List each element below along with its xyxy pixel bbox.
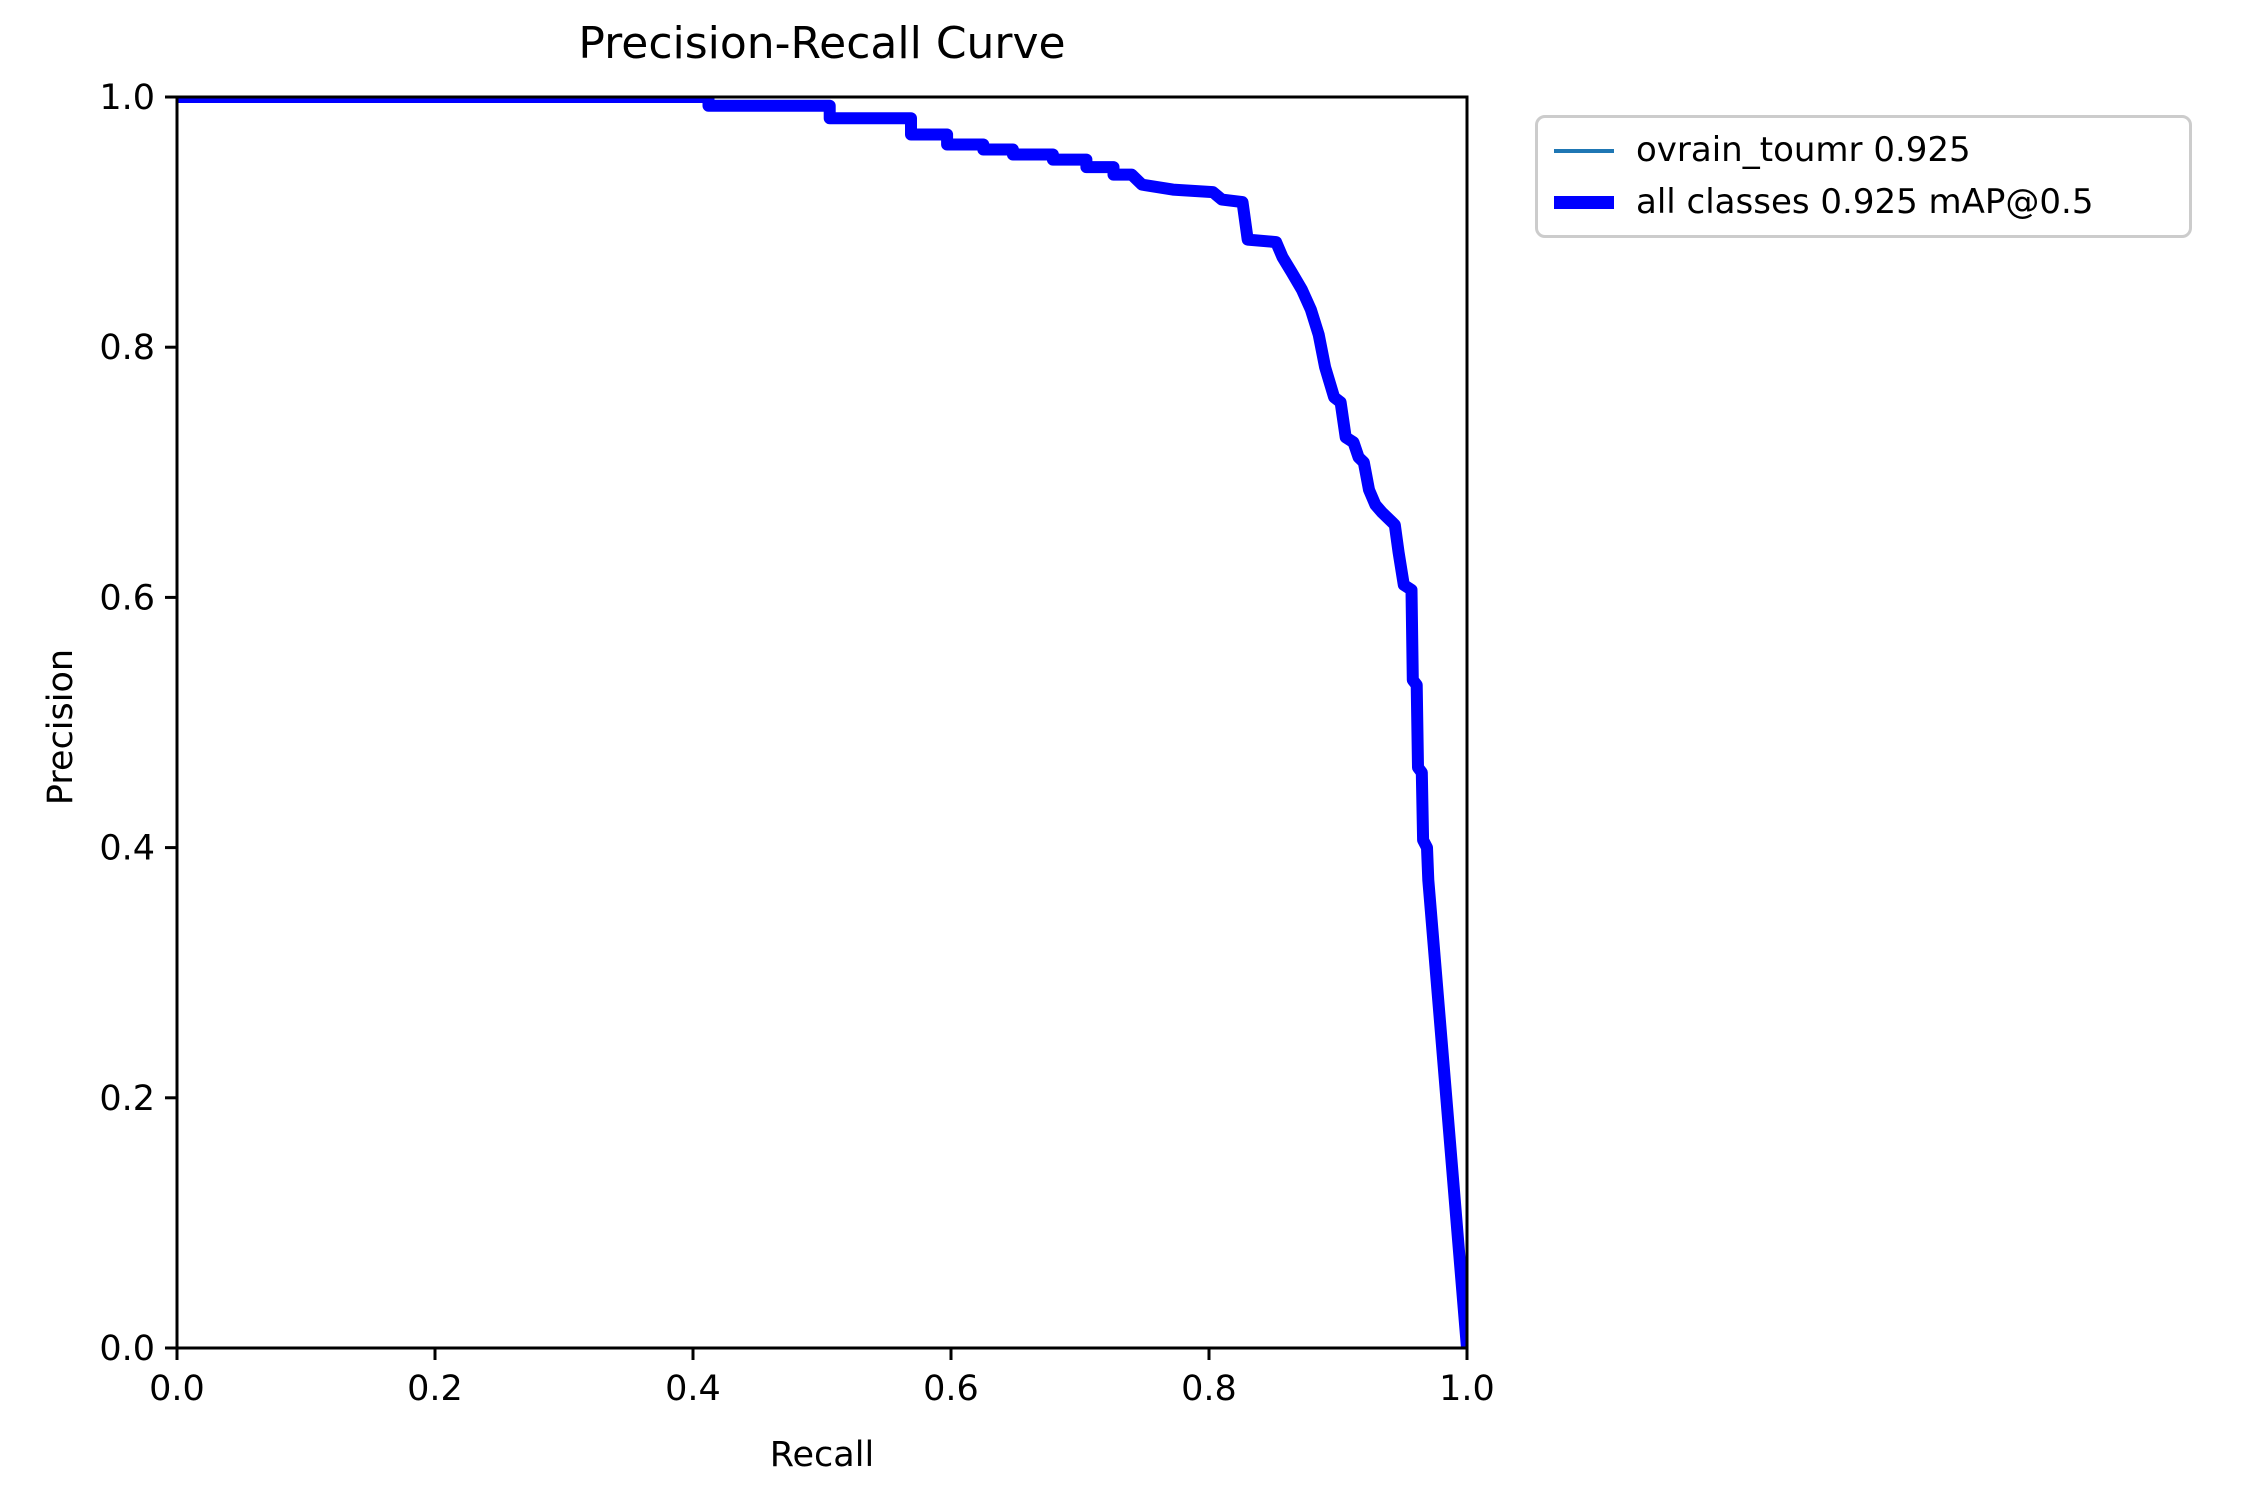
pr-curve-all-classes-line (177, 97, 1467, 1348)
tick-label: 1.0 (99, 78, 155, 118)
axis-ticks: 0.0 0.2 0.4 0.6 0.8 1.0 0.0 0.2 0.4 0.6 0.8 1.0 (99, 78, 1495, 1409)
plot-border (175, 95, 1469, 1350)
tick-label: 1.0 (1439, 1369, 1495, 1409)
legend-label-all-classes: all classes 0.925 mAP@0.5 (1636, 181, 2094, 222)
x-axis-label: Recall (770, 1435, 874, 1475)
tick-label: 0.0 (149, 1369, 205, 1409)
tick-label: 0.4 (99, 829, 155, 869)
tick-label: 0.8 (99, 328, 155, 368)
tick-label: 0.2 (99, 1079, 155, 1119)
legend-line-thick-icon (1554, 195, 1614, 209)
tick-label: 0.6 (923, 1369, 979, 1409)
legend-label-class: ovrain_toumr 0.925 (1636, 130, 1971, 171)
tick-label: 0.4 (665, 1369, 721, 1409)
y-axis-label: Precision (41, 649, 81, 805)
tick-label: 0.2 (407, 1369, 463, 1409)
legend-item-class: ovrain_toumr 0.925 (1554, 130, 2189, 171)
chart-title: Precision-Recall Curve (578, 18, 1065, 69)
legend-line-thin-icon (1554, 148, 1614, 153)
legend-item-all-classes: all classes 0.925 mAP@0.5 (1554, 181, 2189, 222)
pr-curve-class-line (177, 97, 1467, 1348)
tick-label: 0.6 (99, 578, 155, 618)
tick-label: 0.0 (99, 1329, 155, 1369)
legend-box: ovrain_toumr 0.925 all classes 0.925 mAP… (1535, 115, 2192, 238)
tick-label: 0.8 (1181, 1369, 1237, 1409)
